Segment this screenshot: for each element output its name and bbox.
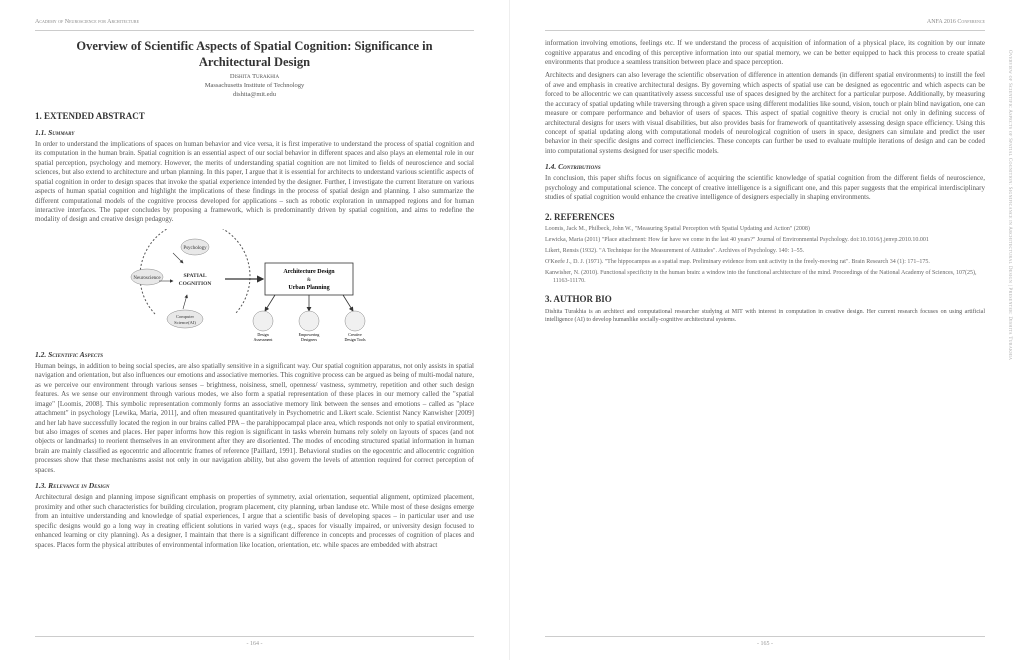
framework-diagram: Psychology Neuroscience Computer Science… [125, 229, 385, 344]
section-1-1: 1.1. Summary [35, 128, 474, 138]
svg-text:SPATIAL: SPATIAL [183, 273, 206, 279]
header-right: ANFA 2016 Conference [927, 18, 985, 26]
svg-text:Designers: Designers [301, 337, 317, 342]
page-left: Academy of Neuroscience for Architecture… [0, 0, 510, 660]
ref-3: Likert, Rensis (1932). "A Technique for … [545, 247, 985, 255]
diag-box1: Architecture Design [283, 269, 335, 275]
section-1-4: 1.4. Contributions [545, 162, 985, 172]
diag-top: Psychology [183, 246, 207, 251]
header-right-row: ANFA 2016 Conference [545, 18, 985, 31]
diag-left: Neuroscience [133, 276, 161, 281]
footer-right: - 165 - [545, 636, 985, 648]
ref-4: O'Keefe J., D. J. (1971). "The hippocamp… [545, 258, 985, 266]
para-contrib: In conclusion, this paper shifts focus o… [545, 174, 985, 202]
author-affil: Massachusetts Institute of Technology [35, 82, 474, 91]
svg-text:Science(AI): Science(AI) [174, 320, 196, 325]
section-1: 1. EXTENDED ABSTRACT [35, 110, 474, 122]
svg-text:COGNITION: COGNITION [178, 281, 211, 287]
footer-left: - 164 - [35, 636, 474, 648]
diag-amp: & [307, 278, 311, 283]
header-left: Academy of Neuroscience for Architecture [35, 18, 139, 26]
para-arch: Architects and designers can also levera… [545, 71, 985, 156]
svg-text:Design Tools: Design Tools [344, 337, 366, 342]
section-3: 3. AUTHOR BIO [545, 293, 985, 305]
svg-text:Assessment: Assessment [253, 337, 273, 342]
diag-box2: Urban Planning [288, 285, 329, 291]
para-cont: information involving emotions, feelings… [545, 39, 985, 67]
para-bio: Dishita Turakhia is an architect and com… [545, 308, 985, 324]
svg-text:Computer: Computer [176, 314, 194, 319]
author-block: Dishita Turakhia Massachusetts Institute… [35, 73, 474, 99]
para-relevance: Architectural design and planning impose… [35, 493, 474, 550]
section-1-2: 1.2. Scientific Aspects [35, 350, 474, 360]
side-running-title: Overview of Scientific Aspects of Spatia… [1005, 50, 1012, 360]
page-right: ANFA 2016 Conference information involvi… [510, 0, 1020, 660]
ref-5: Kanwisher, N. (2010). Functional specifi… [545, 269, 985, 285]
section-2: 2. REFERENCES [545, 211, 985, 223]
ref-1: Loomis, Jack M., Philbeck, John W., "Mea… [545, 225, 985, 233]
section-1-3: 1.3. Relevance in Design [35, 481, 474, 491]
header: Academy of Neuroscience for Architecture [35, 18, 474, 31]
paper-title: Overview of Scientific Aspects of Spatia… [60, 39, 449, 70]
author-email: dishita@mit.edu [35, 91, 474, 100]
ref-2: Lewicka, Maria (2011) "Place attachment:… [545, 236, 985, 244]
para-summary: In order to understand the implications … [35, 140, 474, 225]
para-scientific: Human beings, in addition to being socia… [35, 362, 474, 475]
author-name: Dishita Turakhia [35, 73, 474, 82]
